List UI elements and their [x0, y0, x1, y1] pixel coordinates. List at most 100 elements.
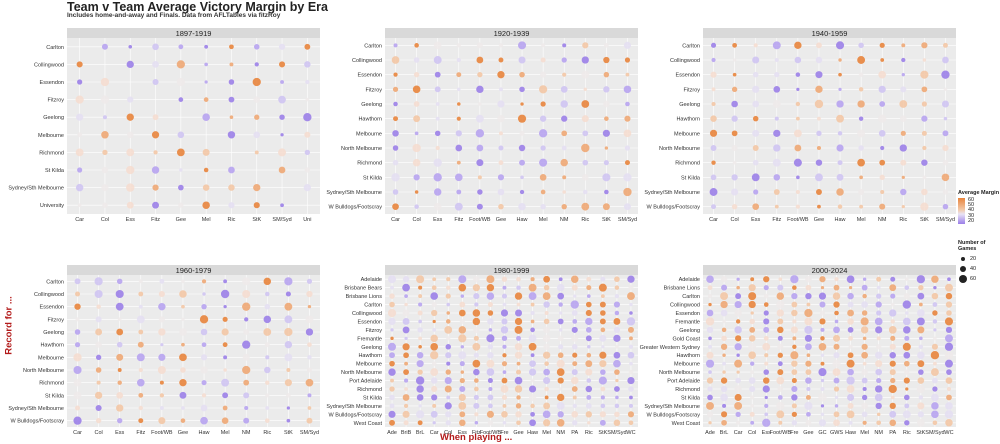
data-point: [432, 277, 437, 282]
data-point: [613, 334, 621, 342]
data-point: [500, 309, 509, 317]
data-point: [720, 343, 728, 350]
data-point: [445, 352, 452, 359]
data-point: [200, 366, 208, 374]
data-point: [418, 336, 423, 341]
data-point: [558, 277, 563, 282]
data-point: [861, 368, 868, 376]
x-tick-label: Col: [730, 217, 738, 223]
data-point: [486, 292, 495, 300]
data-point: [711, 101, 716, 107]
data-point: [776, 292, 785, 300]
data-point: [875, 351, 883, 359]
data-point: [945, 377, 953, 384]
data-point: [834, 277, 839, 282]
data-point: [815, 189, 822, 195]
y-tick-label: Richmond: [357, 387, 382, 393]
data-point: [931, 393, 939, 402]
data-point: [721, 335, 727, 342]
data-point: [571, 310, 578, 316]
data-point: [721, 276, 728, 283]
data-point: [446, 311, 450, 315]
data-point: [587, 345, 591, 349]
data-point: [764, 353, 769, 358]
data-point: [403, 403, 409, 408]
data-point: [73, 365, 82, 375]
data-point: [413, 101, 420, 107]
data-point: [816, 42, 822, 49]
data-point: [559, 387, 563, 391]
data-point: [178, 184, 184, 191]
data-point: [734, 359, 743, 368]
facet-title: 1980-1999: [494, 266, 530, 275]
data-point: [390, 328, 394, 332]
data-point: [623, 203, 631, 211]
data-point: [138, 279, 143, 284]
data-point: [571, 369, 578, 376]
data-point: [444, 376, 452, 385]
data-point: [902, 410, 911, 419]
data-point: [706, 275, 714, 284]
data-point: [430, 410, 438, 418]
data-point: [502, 403, 507, 408]
data-point: [562, 190, 566, 194]
data-point: [777, 335, 783, 341]
data-point: [602, 129, 610, 137]
y-tick-label: Sydney/Sth Melbourne: [326, 190, 382, 196]
data-point: [222, 316, 228, 322]
data-point: [917, 351, 925, 359]
data-point: [200, 328, 208, 336]
data-point: [921, 101, 927, 107]
data-point: [582, 130, 589, 137]
data-point: [945, 402, 953, 410]
data-point: [752, 203, 760, 210]
data-point: [279, 114, 285, 120]
y-tick-label: Adelaide: [361, 277, 382, 283]
data-point: [264, 342, 270, 348]
y-tick-label: Sydney/Sth Melbourne: [8, 406, 64, 412]
data-point: [932, 319, 938, 324]
data-point: [751, 173, 760, 182]
data-point: [847, 402, 854, 409]
data-point: [431, 385, 438, 393]
data-point: [805, 377, 812, 384]
data-point: [571, 284, 578, 291]
data-point: [444, 402, 452, 410]
data-point: [179, 328, 187, 336]
data-point: [307, 406, 312, 410]
y-tick-label: Brisbane Bears: [344, 286, 382, 292]
data-point: [446, 395, 451, 400]
data-point: [446, 336, 451, 341]
data-point: [278, 43, 286, 50]
data-point: [514, 385, 523, 393]
data-point: [476, 144, 484, 152]
y-tick-label: Melbourne: [38, 133, 64, 139]
data-point: [75, 183, 84, 192]
data-point: [763, 326, 770, 333]
x-tick-label: Ade: [705, 430, 715, 436]
data-point: [543, 318, 550, 325]
x-tick-label: Foot/WB: [469, 217, 491, 223]
data-point: [600, 294, 605, 299]
data-point: [458, 402, 467, 410]
data-point: [903, 326, 911, 334]
data-point: [942, 130, 949, 137]
data-point: [876, 310, 882, 316]
data-point: [530, 353, 535, 358]
data-point: [307, 342, 312, 347]
data-point: [253, 44, 260, 50]
data-point: [459, 419, 466, 427]
data-point: [820, 286, 825, 290]
data-point: [430, 351, 439, 360]
legend-size-title-line1: Number of: [958, 240, 986, 247]
x-tick-label: Car: [734, 430, 743, 436]
data-point: [572, 361, 578, 367]
data-point: [833, 377, 840, 384]
data-point: [585, 327, 592, 333]
data-point: [433, 202, 442, 211]
data-point: [73, 353, 82, 362]
data-point: [904, 277, 909, 282]
data-point: [473, 335, 479, 341]
data-point: [519, 71, 525, 78]
data-point: [138, 418, 144, 424]
